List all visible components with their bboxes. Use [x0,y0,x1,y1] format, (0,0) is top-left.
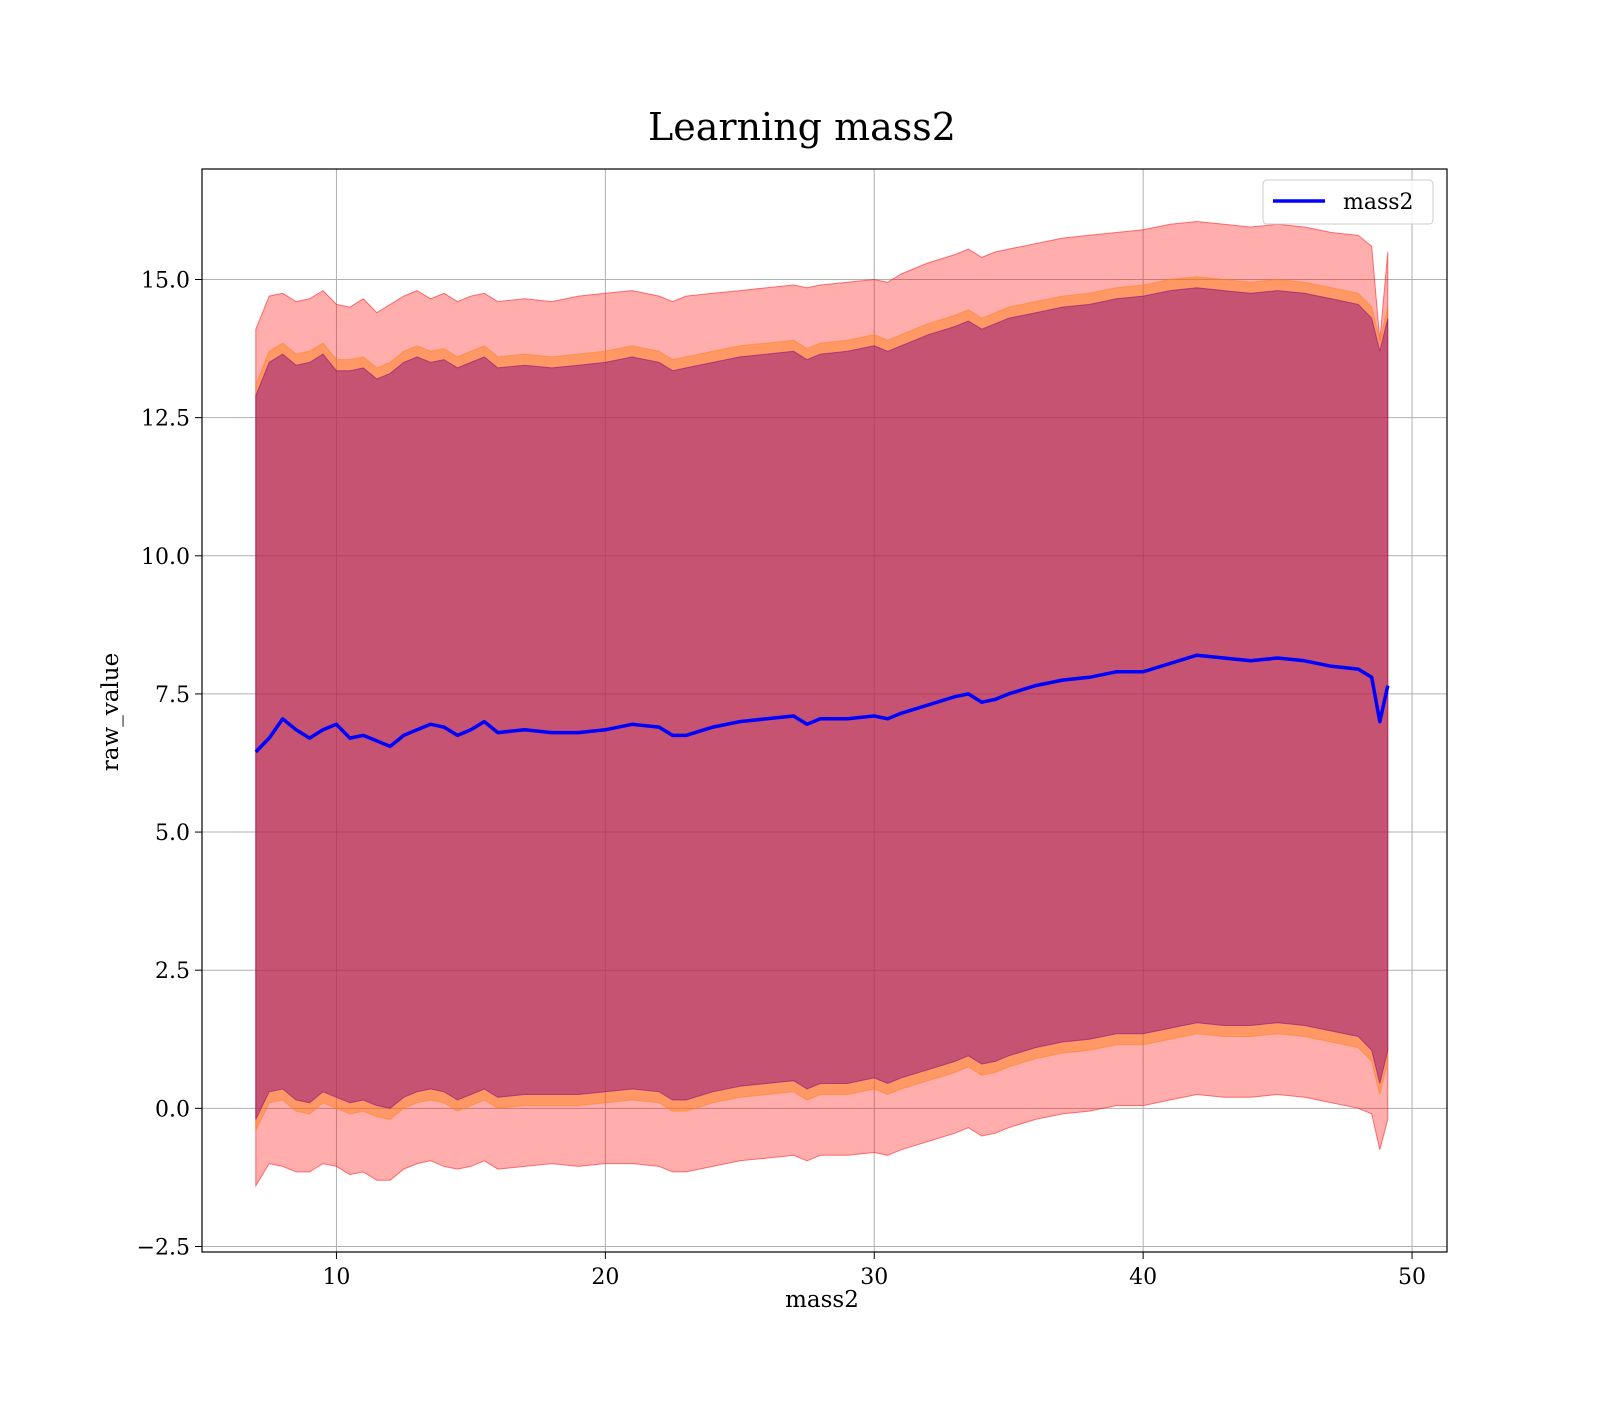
band-outer [255,220,1389,1188]
y-tick-label: 12.5 [141,407,190,432]
y-tick-label: 2.5 [155,959,190,984]
y-axis-label: raw_value [98,653,124,771]
y-tick-label: −2.5 [137,1235,190,1260]
legend-entry-mass2: mass2 [1343,190,1414,215]
band-layer [255,220,1389,1188]
y-tick-label: 7.5 [155,683,190,708]
y-tick-label: 5.0 [155,821,190,846]
legend: mass2 [1262,179,1434,225]
grid-layer [202,169,1447,1252]
y-tick-label: 0.0 [155,1097,190,1122]
y-tick-label: 15.0 [141,269,190,294]
x-tick-label: 20 [591,1265,619,1290]
plot-frame [201,168,1448,1253]
x-tick-label: 40 [1129,1265,1157,1290]
x-tick-label: 50 [1398,1265,1426,1290]
band-inner [255,287,1389,1120]
chart-title: Learning mass2 [648,105,956,149]
y-tick-label: 10.0 [141,545,190,570]
x-tick-label: 30 [860,1265,888,1290]
x-axis-label: mass2 [785,1287,859,1313]
band-mid [255,276,1389,1131]
x-tick-label: 10 [322,1265,350,1290]
legend-box [1262,179,1434,225]
line-layer [254,653,1390,754]
series-line-mass2 [254,653,1390,754]
tick-layer: 10 20 30 40 50 −2.5 0.0 2.5 5.0 7.5 10.0 12.5 15.0 [137,269,1426,1290]
